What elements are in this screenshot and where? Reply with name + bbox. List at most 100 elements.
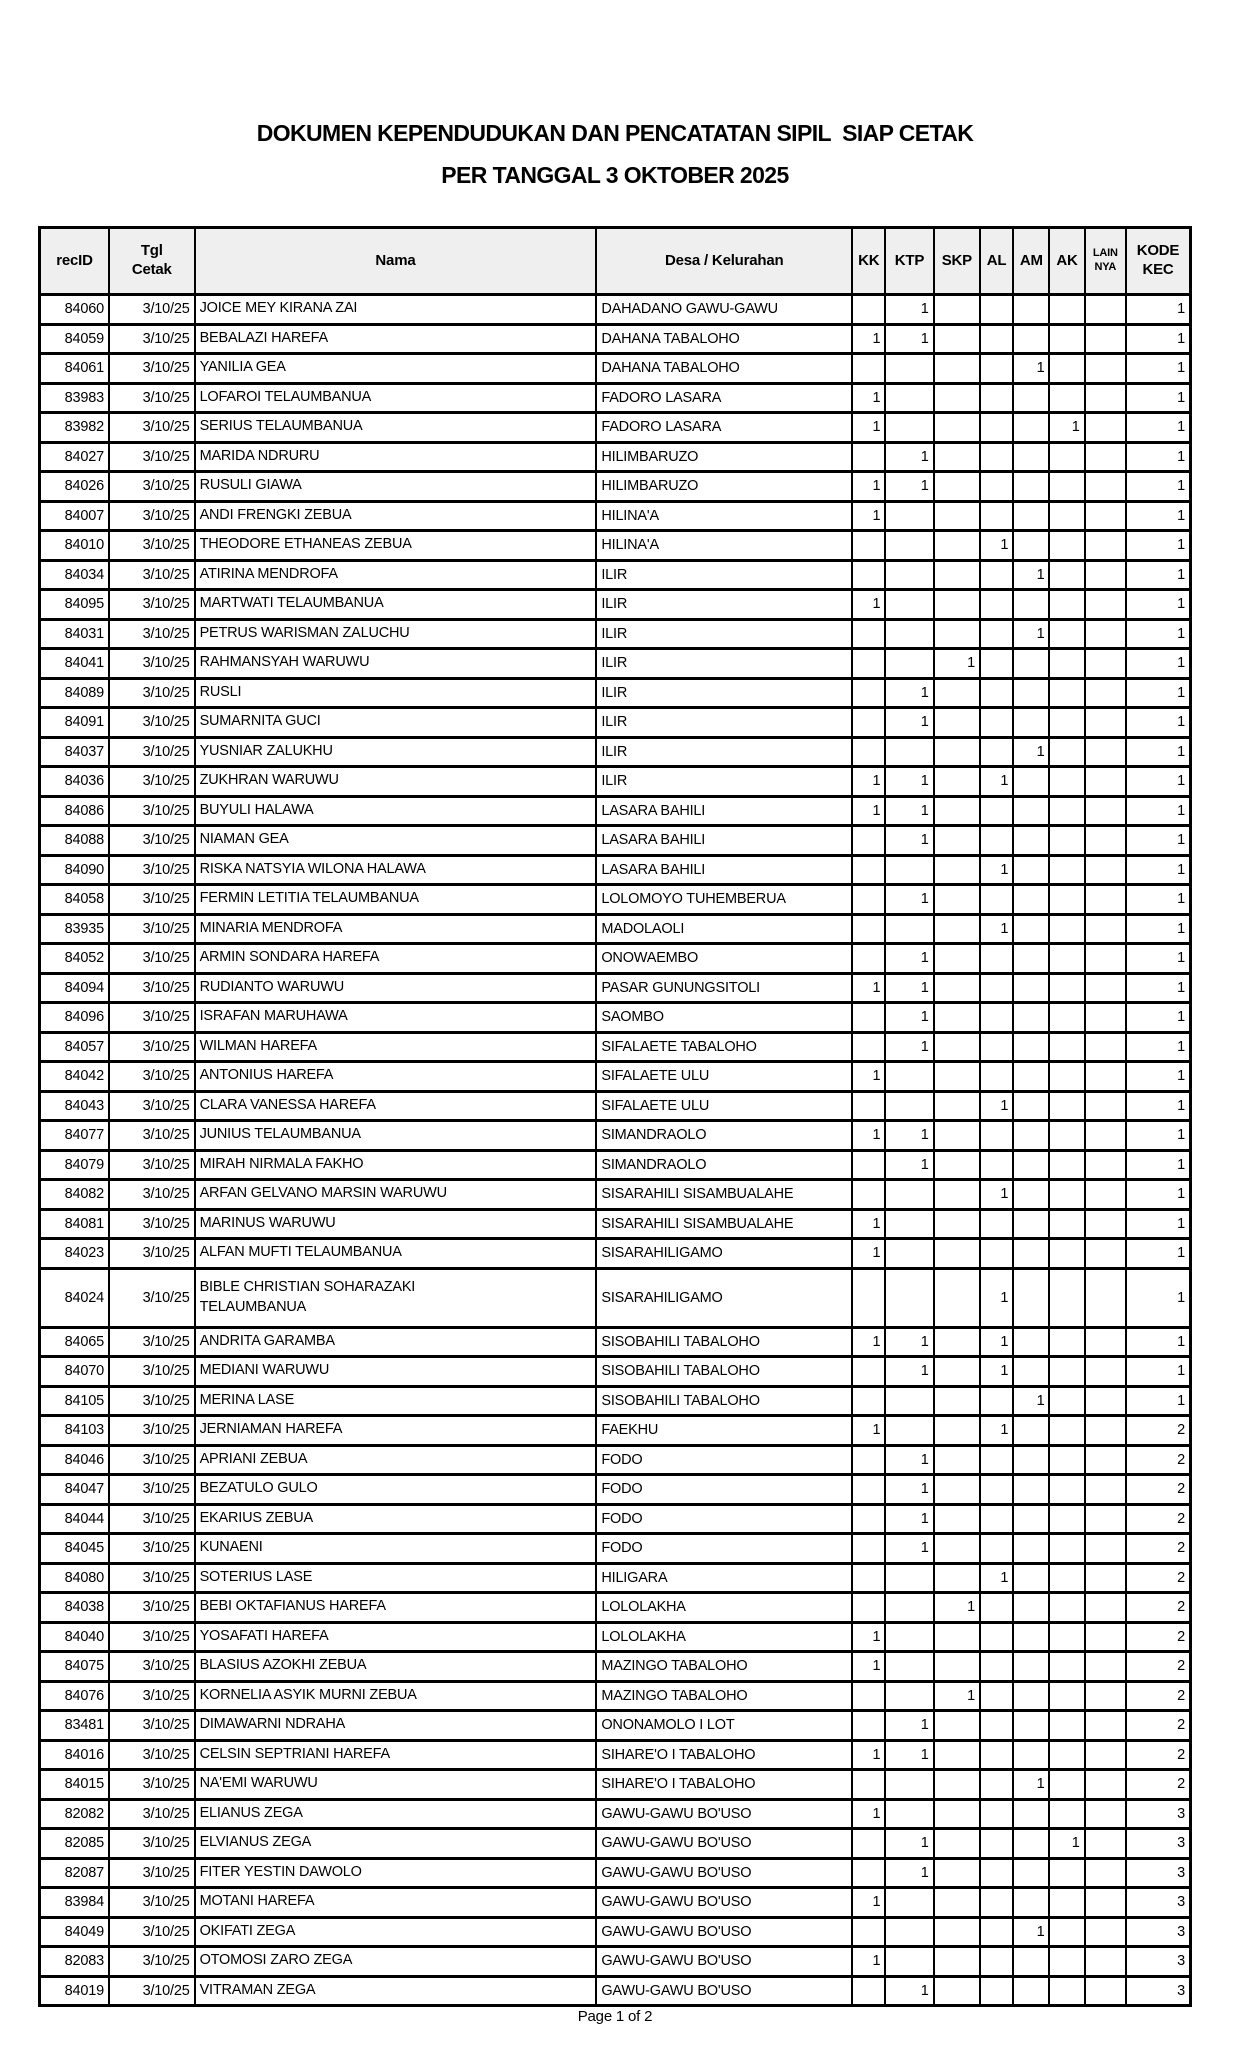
cell-kode_kec: 1 <box>1124 529 1192 562</box>
cell-tgl_cetak: 3/10/25 <box>107 1443 196 1476</box>
cell-desa_kelurahan: SISARAHILIGAMO <box>595 1266 854 1329</box>
cell-am <box>1012 1119 1051 1152</box>
cell-desa_kelurahan: FADORO LASARA <box>595 381 854 414</box>
cell-al <box>978 647 1015 680</box>
cell-am <box>1012 1266 1051 1329</box>
table-row: 84043 3/10/25 CLARA VANESSA HAREFA SIFALAET… <box>38 1089 1192 1122</box>
cell-kode_kec: 2 <box>1124 1532 1192 1565</box>
cell-tgl_cetak: 3/10/25 <box>107 853 196 886</box>
cell-am <box>1012 1856 1051 1889</box>
cell-desa_kelurahan: ILIR <box>595 558 854 591</box>
cell-skp <box>932 1856 981 1889</box>
cell-kode_kec: 1 <box>1124 647 1192 680</box>
table-row: 84095 3/10/25 MARTWATI TELAUMBANUA ILIR 1 1 <box>38 588 1192 621</box>
cell-am <box>1012 1591 1051 1624</box>
cell-ktp: 1 <box>884 1030 935 1063</box>
table-row: 82082 3/10/25 ELIANUS ZEGA GAWU-GAWU BO'USO… <box>38 1797 1192 1830</box>
column-header-kode_kec: KODE KEC <box>1124 226 1192 296</box>
cell-skp: 1 <box>932 1591 981 1624</box>
cell-nama: MARIDA NDRURU <box>193 440 598 473</box>
cell-recid: 84089 <box>38 676 110 709</box>
cell-al <box>978 588 1015 621</box>
cell-skp <box>932 1532 981 1565</box>
cell-am <box>1012 883 1051 916</box>
cell-am <box>1012 1207 1051 1240</box>
cell-al <box>978 1709 1015 1742</box>
table-row: 84060 3/10/25 JOICE MEY KIRANA ZAI DAHADANO… <box>38 293 1192 326</box>
cell-desa_kelurahan: LASARA BAHILI <box>595 794 854 827</box>
cell-al <box>978 676 1015 709</box>
cell-lain_nya <box>1083 1915 1127 1948</box>
cell-tgl_cetak: 3/10/25 <box>107 1709 196 1742</box>
cell-recid: 84061 <box>38 352 110 385</box>
cell-lain_nya <box>1083 647 1127 680</box>
cell-kode_kec: 1 <box>1124 706 1192 739</box>
cell-nama: KUNAENI <box>193 1532 598 1565</box>
cell-nama: FITER YESTIN DAWOLO <box>193 1856 598 1889</box>
cell-ak <box>1048 1974 1086 2007</box>
cell-al: 1 <box>978 1414 1015 1447</box>
cell-am <box>1012 381 1051 414</box>
cell-tgl_cetak: 3/10/25 <box>107 1119 196 1152</box>
cell-lain_nya <box>1083 1974 1127 2007</box>
cell-al <box>978 1237 1015 1270</box>
cell-lain_nya <box>1083 1945 1127 1978</box>
cell-desa_kelurahan: FODO <box>595 1443 854 1476</box>
cell-tgl_cetak: 3/10/25 <box>107 1030 196 1063</box>
cell-tgl_cetak: 3/10/25 <box>107 824 196 857</box>
cell-am <box>1012 1974 1051 2007</box>
cell-recid: 84082 <box>38 1178 110 1211</box>
cell-tgl_cetak: 3/10/25 <box>107 558 196 591</box>
cell-lain_nya <box>1083 1797 1127 1830</box>
cell-am <box>1012 1886 1051 1919</box>
cell-recid: 84047 <box>38 1473 110 1506</box>
cell-desa_kelurahan: GAWU-GAWU BO'USO <box>595 1827 854 1860</box>
cell-nama: MERINA LASE <box>193 1384 598 1417</box>
table-row: 84040 3/10/25 YOSAFATI HAREFA LOLOLAKHA 1 2 <box>38 1620 1192 1653</box>
cell-nama: RUSULI GIAWA <box>193 470 598 503</box>
cell-kk: 1 <box>851 1886 887 1919</box>
cell-desa_kelurahan: MAZINGO TABALOHO <box>595 1679 854 1712</box>
cell-ak <box>1048 499 1086 532</box>
cell-lain_nya <box>1083 352 1127 385</box>
cell-desa_kelurahan: GAWU-GAWU BO'USO <box>595 1915 854 1948</box>
cell-kode_kec: 2 <box>1124 1561 1192 1594</box>
cell-nama: ELVIANUS ZEGA <box>193 1827 598 1860</box>
cell-nama: ARFAN GELVANO MARSIN WARUWU <box>193 1178 598 1211</box>
cell-kk <box>851 1443 887 1476</box>
cell-tgl_cetak: 3/10/25 <box>107 706 196 739</box>
cell-skp <box>932 1060 981 1093</box>
cell-am <box>1012 1502 1051 1535</box>
cell-recid: 84060 <box>38 293 110 326</box>
cell-ktp <box>884 1414 935 1447</box>
cell-recid: 84044 <box>38 1502 110 1535</box>
cell-kode_kec: 3 <box>1124 1797 1192 1830</box>
cell-nama: SOTERIUS LASE <box>193 1561 598 1594</box>
cell-am <box>1012 853 1051 886</box>
cell-kode_kec: 1 <box>1124 1266 1192 1329</box>
cell-ak <box>1048 1856 1086 1889</box>
cell-nama: VITRAMAN ZEGA <box>193 1974 598 2007</box>
table-row: 84079 3/10/25 MIRAH NIRMALA FAKHO SIMANDRAO… <box>38 1148 1192 1181</box>
cell-ak: 1 <box>1048 1827 1086 1860</box>
cell-al <box>978 470 1015 503</box>
cell-ak <box>1048 1207 1086 1240</box>
cell-ak <box>1048 942 1086 975</box>
cell-nama: ALFAN MUFTI TELAUMBANUA <box>193 1237 598 1270</box>
cell-kode_kec: 1 <box>1124 352 1192 385</box>
cell-ak <box>1048 794 1086 827</box>
cell-ak <box>1048 1237 1086 1270</box>
table-row: 84036 3/10/25 ZUKHRAN WARUWU ILIR 1 1 1 1 <box>38 765 1192 798</box>
cell-kk: 1 <box>851 1207 887 1240</box>
column-header-lain_nya: LAIN NYA <box>1083 226 1127 296</box>
cell-lain_nya <box>1083 676 1127 709</box>
cell-skp <box>932 883 981 916</box>
cell-recid: 83481 <box>38 1709 110 1742</box>
cell-al <box>978 1856 1015 1889</box>
title-line-2: PER TANGGAL 3 OKTOBER 2025 <box>441 162 789 188</box>
cell-al: 1 <box>978 1355 1015 1388</box>
cell-kode_kec: 2 <box>1124 1768 1192 1801</box>
cell-al <box>978 1650 1015 1683</box>
cell-am <box>1012 647 1051 680</box>
table-row: 84041 3/10/25 RAHMANSYAH WARUWU ILIR 1 1 <box>38 647 1192 680</box>
